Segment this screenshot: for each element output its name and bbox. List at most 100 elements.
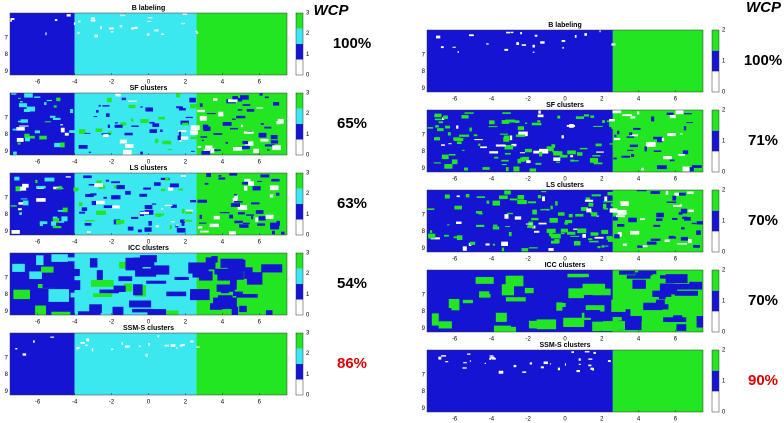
cluster-patch [56,97,61,102]
cluster-patch [614,134,617,138]
cluster-patch [73,22,76,25]
cluster-patch [570,159,575,162]
colorbar-frame [295,252,304,316]
cluster-patch [672,195,677,201]
cluster-patch [478,143,481,146]
x-tick-label: 2 [600,417,604,423]
cluster-patch [568,288,584,299]
cluster-patch [196,32,199,34]
cluster-patch [51,254,68,262]
cluster-patch [681,227,685,230]
cluster-patch [551,144,556,148]
cluster-patch [564,363,566,366]
cluster-patch [431,313,439,326]
cluster-patch [94,34,99,38]
panel-title: B labeling [132,5,165,12]
cluster-patch [140,151,143,155]
cluster-patch [593,162,603,165]
cluster-patch [197,199,207,203]
cluster-patch [456,235,463,241]
cluster-patch [637,245,643,248]
cluster-patch [493,224,498,227]
cluster-patch [696,316,703,328]
cluster-region [612,30,703,92]
cluster-patch [178,108,186,111]
cluster-patch [466,353,471,355]
cluster-patch [621,316,642,322]
colorbar-frame [711,269,720,333]
cluster-patch [124,132,133,136]
cluster-patch [674,290,698,296]
cluster-patch [440,46,444,49]
cluster-patch [210,148,215,154]
y-tick-label: 8 [422,69,426,75]
cluster-patch [603,208,608,210]
cluster-patch [570,160,579,162]
cluster-patch [200,136,208,138]
cluster-patch [588,240,599,243]
cluster-patch [448,143,452,145]
y-tick-label: 7 [5,275,9,281]
cluster-patch [657,138,663,143]
cluster-patch [501,164,507,166]
cluster-patch [579,147,588,150]
cluster-patch [19,103,28,108]
cluster-patch [154,138,159,144]
cluster-patch [183,219,193,222]
cluster-patch [131,125,139,127]
cluster-patch [77,32,80,34]
wcp-value: 70% [748,212,778,229]
cluster-patch [549,231,553,237]
cluster-patch [676,324,687,331]
colorbar-tick-label: 1 [722,59,726,65]
x-tick-label: 2 [184,240,188,246]
x-tick-label: -4 [489,177,495,183]
cluster-patch [170,220,175,223]
wcp-value: 65% [337,115,367,132]
cluster-patch [601,229,609,234]
cluster-patch [236,294,258,298]
cluster-patch [57,280,81,291]
cluster-patch [190,103,200,109]
cluster-patch [430,237,440,240]
cluster-patch [16,127,25,131]
cluster-patch [508,231,512,237]
cluster-patch [680,208,688,214]
x-tick-label: -6 [35,400,41,406]
cluster-patch [19,212,22,216]
cluster-patch [509,198,518,201]
wcp-value: 70% [748,292,778,309]
colorbar-frame [295,172,304,236]
cluster-patch [115,219,125,224]
x-tick-label: -4 [489,97,495,103]
panel-title: B labeling [548,22,581,29]
y-tick-label: 9 [422,406,426,412]
cluster-patch [592,288,611,296]
cluster-patch [206,173,211,178]
cluster-patch [277,118,284,124]
cluster-patch [178,130,187,133]
y-tick-label: 9 [5,309,9,315]
cluster-patch [251,202,260,205]
colorbar-tick-label: 3 [306,331,310,337]
cluster-patch [679,204,683,206]
cluster-patch [571,351,574,353]
x-tick-label: 4 [637,97,641,103]
cluster-patch [563,270,583,274]
cluster-patch [679,133,683,135]
cluster-patch [429,230,433,233]
cluster-patch [267,149,270,151]
cluster-patch [203,126,211,132]
cluster-patch [636,111,640,115]
cluster-patch [489,120,495,125]
cluster-patch [35,179,38,184]
cluster-patch [140,119,149,124]
colorbar-segment [296,299,303,315]
cluster-patch [222,122,232,126]
x-tick-label: -2 [109,320,115,326]
colorbar-tick-label: 0 [306,313,310,319]
cluster-patch [602,203,607,209]
cluster-patch [46,99,52,102]
cluster-patch [258,216,266,221]
cluster-patch [134,26,138,29]
